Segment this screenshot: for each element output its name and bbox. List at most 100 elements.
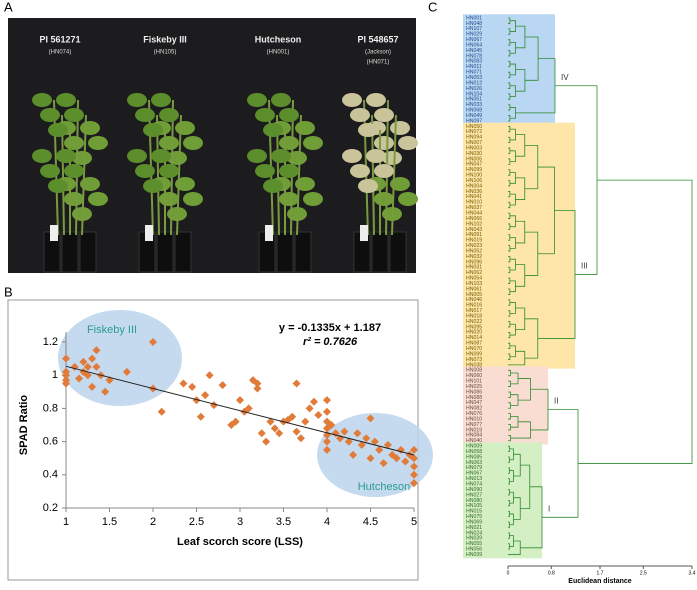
leaf <box>374 164 394 178</box>
branch <box>509 302 516 314</box>
point <box>62 367 70 376</box>
x-tick-label: 1.5 <box>102 516 117 528</box>
leaf <box>350 108 370 122</box>
leaf <box>247 93 267 107</box>
point <box>327 421 336 429</box>
leaf <box>159 136 179 150</box>
leaf <box>350 164 370 178</box>
branch <box>508 212 511 219</box>
stem <box>81 114 87 236</box>
leaf-label: HN029 <box>466 32 482 38</box>
branch <box>509 193 516 206</box>
leaf <box>263 123 283 137</box>
pot <box>371 231 389 273</box>
leaf-label: HN037 <box>466 205 482 211</box>
point <box>253 384 262 393</box>
leaf <box>295 121 315 135</box>
branch <box>509 323 516 336</box>
leaf <box>40 108 60 122</box>
leaf-label: HN088 <box>466 395 482 401</box>
leaf-label: HN016 <box>466 303 482 309</box>
leaf-label: HN068 <box>466 108 482 114</box>
leaf-label: HN004 <box>466 183 482 189</box>
leaf <box>175 177 195 191</box>
group-label: Hutcheson <box>358 481 411 493</box>
branch <box>509 150 516 163</box>
point <box>196 412 205 421</box>
point <box>262 437 271 446</box>
leaf <box>279 164 299 178</box>
leaf <box>48 123 68 137</box>
point <box>92 346 101 355</box>
leaf-label: HN105 <box>466 503 482 509</box>
y-tick-label: 0.2 <box>43 502 58 514</box>
leaf-label: HN010 <box>466 416 482 422</box>
branch <box>509 280 516 293</box>
leaf-label: HN080 <box>466 498 482 504</box>
leaf-label: HN090 <box>466 487 482 493</box>
branch <box>508 310 511 317</box>
leaf <box>143 179 163 193</box>
leaf <box>398 136 418 150</box>
leaf <box>183 136 203 150</box>
leaf-label: HN050 <box>466 124 482 130</box>
leaf-label: HN067 <box>466 471 482 477</box>
x-tick-label: 1 <box>63 516 69 528</box>
leaf <box>374 192 394 206</box>
point <box>244 404 253 413</box>
leaf <box>279 108 299 122</box>
plant-label: Fiskeby III <box>143 34 187 44</box>
point <box>253 379 262 388</box>
leaf-label: HN086 <box>466 389 482 395</box>
leaf-label: HN025 <box>466 384 482 390</box>
point <box>257 429 266 438</box>
y-tick-label: 1 <box>52 369 58 381</box>
point <box>218 381 227 390</box>
branch <box>508 342 511 350</box>
leaf-label: HN084 <box>466 433 482 439</box>
leaf <box>151 149 171 163</box>
branch <box>508 234 511 241</box>
point <box>179 379 188 388</box>
leaf-label: HN020 <box>466 330 482 336</box>
branch <box>508 201 511 209</box>
branch <box>508 223 511 230</box>
tag <box>50 225 58 241</box>
branch <box>509 215 516 228</box>
leaf-label: HN047 <box>466 400 482 406</box>
leaf-label: HN071 <box>466 70 482 76</box>
leaf-label: HN038 <box>466 362 482 368</box>
leaf <box>279 136 299 150</box>
leaf <box>135 108 155 122</box>
leaf-label: HN075 <box>466 514 482 520</box>
leaf <box>64 108 84 122</box>
pot <box>156 231 174 273</box>
leaf-label: HN074 <box>466 481 482 487</box>
leaf-label: HN099 <box>466 351 482 357</box>
leaf-label: HN007 <box>466 140 482 146</box>
branch <box>508 191 511 198</box>
point <box>340 427 349 436</box>
tick-label: 2.5 <box>640 570 647 576</box>
plant-label: PI 548657 <box>357 34 398 44</box>
leaf <box>295 177 315 191</box>
leaf <box>358 179 378 193</box>
leaf-label: HN060 <box>466 373 482 379</box>
leaf-label: HN107 <box>466 26 482 32</box>
point <box>305 404 314 413</box>
leaf <box>366 149 386 163</box>
tick-label: 3.4 <box>689 570 696 576</box>
point <box>92 362 101 371</box>
leaf <box>255 164 275 178</box>
point <box>344 437 353 446</box>
branch <box>508 169 511 176</box>
point <box>379 459 388 468</box>
y-axis-title: SPAD Ratio <box>18 395 30 456</box>
pot <box>294 231 312 273</box>
point <box>288 412 297 421</box>
leaf <box>88 136 108 150</box>
leaf <box>255 108 275 122</box>
point <box>410 479 418 488</box>
leaf <box>143 123 163 137</box>
point <box>362 434 371 443</box>
